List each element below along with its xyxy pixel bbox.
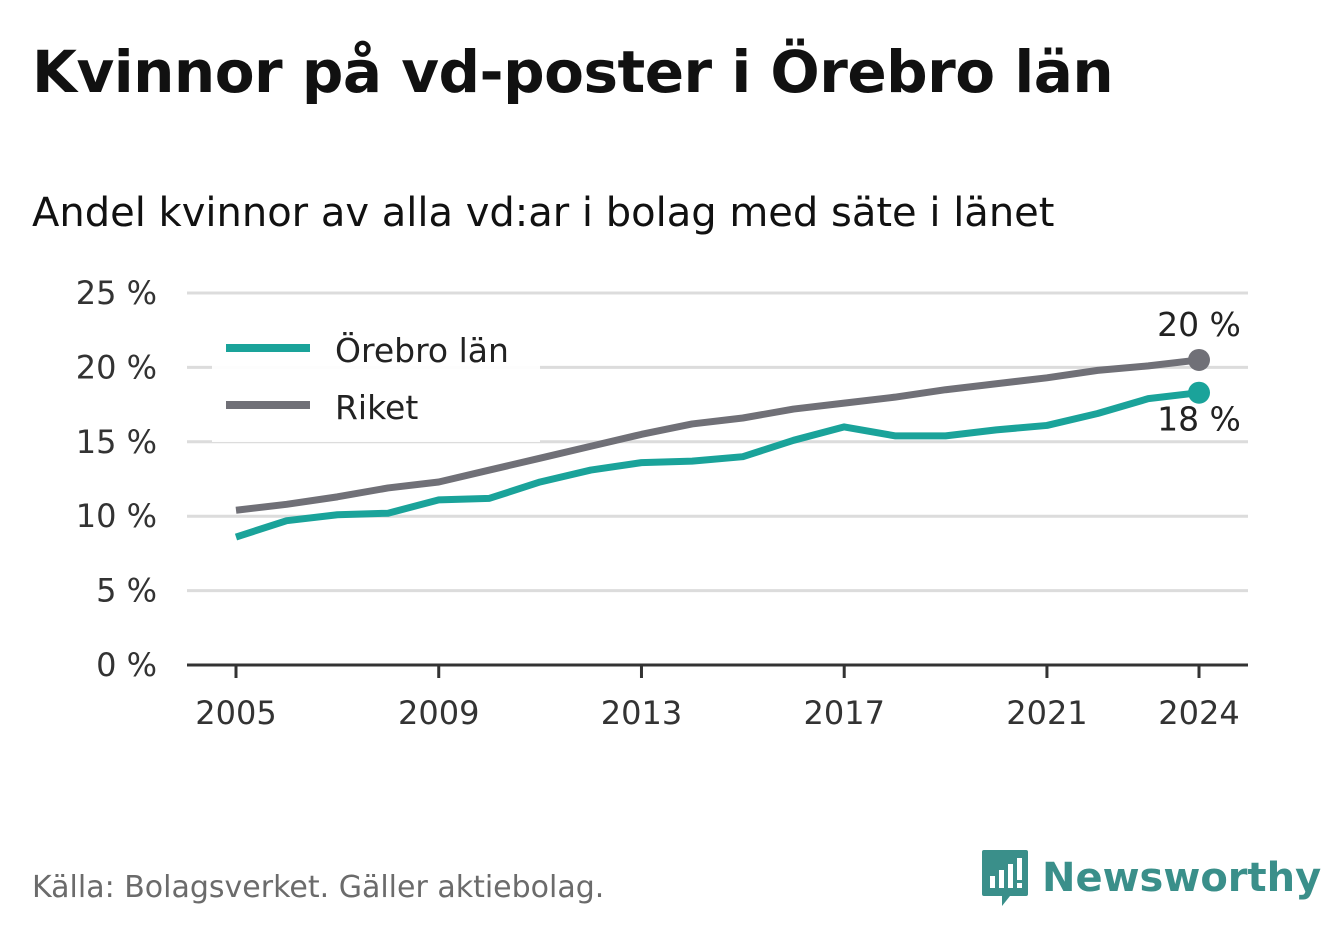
legend-label-riket: Riket [335, 388, 418, 427]
x-tick-label: 2021 [1006, 694, 1087, 732]
legend: Örebro län Riket [226, 330, 509, 427]
chart-title: Kvinnor på vd-poster i Örebro län [32, 38, 1114, 106]
series-line-riket [235, 356, 1200, 514]
x-tick-label: 2009 [398, 694, 479, 732]
brand-logo: Newsworthy [980, 848, 1321, 908]
y-tick-label: 10 % [76, 497, 157, 535]
x-tick-label: 2013 [601, 694, 682, 732]
y-tick-label: 0 % [96, 646, 157, 684]
y-tick-label: 5 % [96, 572, 157, 610]
legend-label-orebro: Örebro län [335, 330, 509, 370]
y-tick-label: 20 % [76, 348, 157, 386]
end-point-riket [1188, 348, 1210, 371]
chart-subtitle: Andel kvinnor av alla vd:ar i bolag med … [32, 190, 1055, 236]
newsworthy-logo-icon [982, 850, 1028, 906]
end-point-orebro [1188, 381, 1210, 404]
x-tick-label: 2017 [803, 694, 884, 732]
y-tick-label: 25 % [76, 274, 157, 312]
x-axis-ticks: 2005 2009 2013 2017 2021 2024 [195, 665, 1240, 732]
brand-name: Newsworthy [1042, 855, 1322, 901]
y-tick-label: 15 % [76, 423, 157, 461]
x-tick-label: 2005 [195, 694, 276, 732]
legend-background [212, 318, 540, 442]
y-axis-ticks: 0 % 5 % 10 % 15 % 20 % 25 % [76, 274, 157, 684]
x-tick-label: 2024 [1158, 694, 1239, 732]
source-note: Källa: Bolagsverket. Gäller aktiebolag. [32, 870, 605, 905]
end-label-riket: 20 % [1157, 305, 1241, 344]
end-label-orebro: 18 % [1157, 400, 1241, 439]
series-line-orebro [234, 389, 1200, 541]
